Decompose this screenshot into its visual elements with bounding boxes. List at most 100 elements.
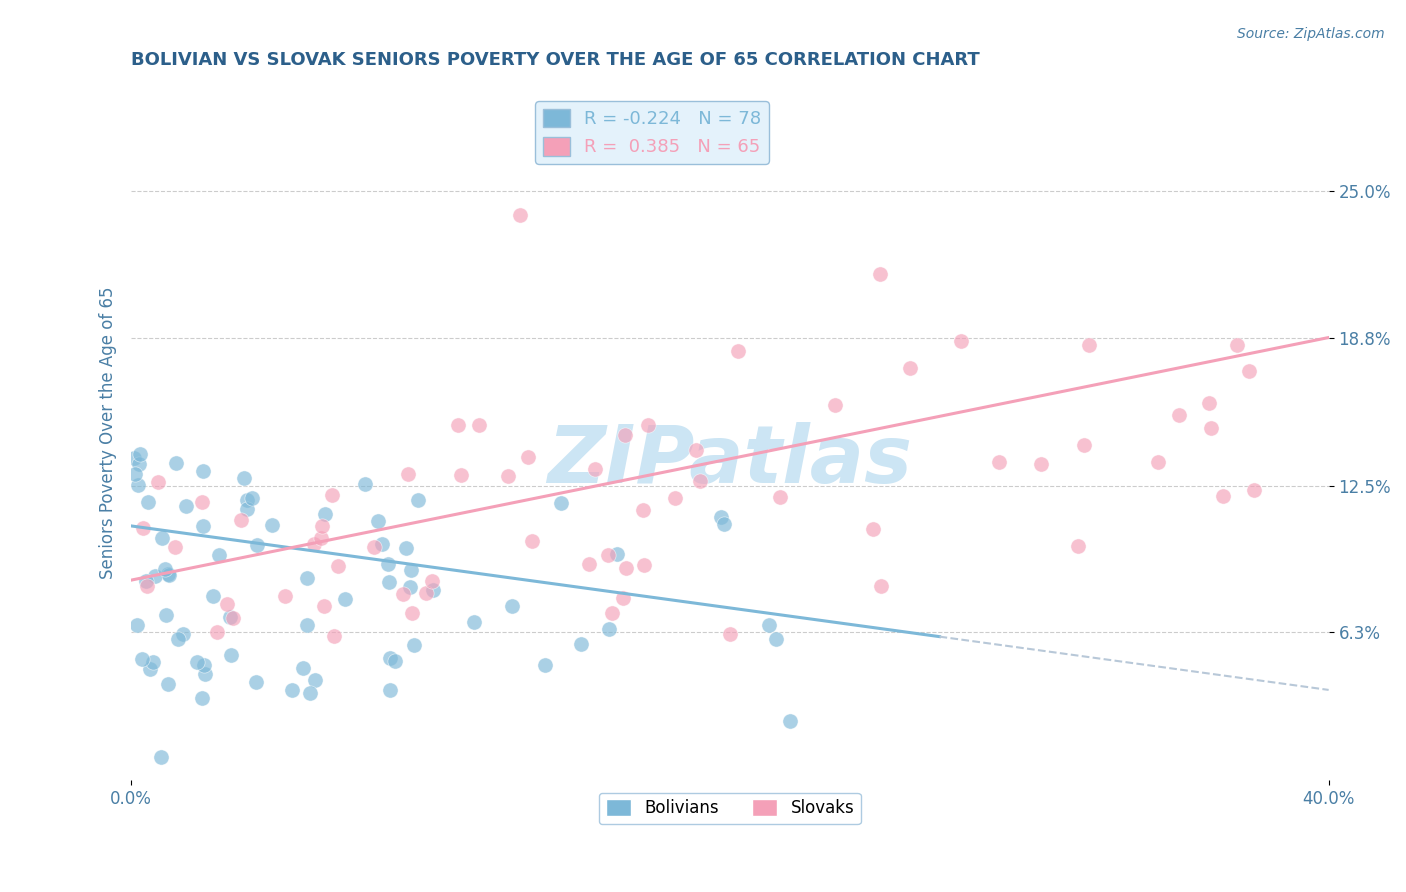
Point [326,559,349,574]
Point [292,661,315,675]
Point [193,519,215,533]
Point [463,615,485,630]
Point [139,662,162,676]
Point [367,514,389,528]
Point [363,540,385,554]
Point [273,590,295,604]
Point [1067,539,1090,553]
Point [262,517,284,532]
Point [304,673,326,687]
Point [299,686,322,700]
Point [125,618,148,632]
Text: BOLIVIAN VS SLOVAK SENIORS POVERTY OVER THE AGE OF 65 CORRELATION CHART: BOLIVIAN VS SLOVAK SENIORS POVERTY OVER … [131,51,980,69]
Point [193,666,215,681]
Point [612,591,634,605]
Point [870,578,893,592]
Point [496,468,519,483]
Point [520,534,543,549]
Point [406,493,429,508]
Point [155,607,177,622]
Point [135,574,157,589]
Point [132,521,155,535]
Point [1226,337,1249,351]
Point [598,623,620,637]
Point [323,629,346,643]
Point [637,418,659,433]
Point [779,714,801,729]
Point [447,418,470,433]
Point [509,208,531,222]
Point [420,574,443,589]
Point [208,548,231,562]
Point [128,457,150,471]
Point [1198,396,1220,410]
Point [281,682,304,697]
Point [614,561,637,575]
Point [450,467,472,482]
Point [245,674,267,689]
Point [219,648,242,662]
Legend: Bolivians, Slovaks: Bolivians, Slovaks [599,793,860,824]
Point [131,652,153,666]
Point [127,478,149,492]
Point [165,456,187,470]
Point [314,507,336,521]
Point [758,618,780,632]
Point [191,690,214,705]
Point [633,558,655,573]
Point [163,540,186,554]
Point [378,683,401,698]
Point [824,398,846,412]
Point [156,677,179,691]
Point [231,513,253,527]
Point [314,599,336,614]
Point [401,563,423,577]
Point [596,548,619,562]
Point [124,467,146,481]
Point [150,531,173,545]
Point [135,579,157,593]
Point [392,587,415,601]
Point [236,501,259,516]
Point [205,625,228,640]
Point [1237,364,1260,378]
Point [142,655,165,669]
Point [122,451,145,466]
Point [129,447,152,461]
Point [143,569,166,583]
Point [1168,409,1191,423]
Point [396,467,419,481]
Point [186,655,208,669]
Point [898,361,921,376]
Point [232,471,254,485]
Y-axis label: Seniors Poverty Over the Age of 65: Seniors Poverty Over the Age of 65 [100,286,117,579]
Point [219,610,242,624]
Point [172,627,194,641]
Point [517,450,540,465]
Point [1029,457,1052,471]
Point [614,428,637,442]
Point [727,344,749,359]
Point [1073,437,1095,451]
Point [718,627,741,641]
Point [148,475,170,489]
Point [710,510,733,524]
Point [166,632,188,647]
Point [222,610,245,624]
Point [769,490,792,504]
Point [685,443,707,458]
Point [157,568,180,582]
Point [202,589,225,603]
Point [1199,421,1222,435]
Point [297,571,319,585]
Text: ZIPatlas: ZIPatlas [547,422,912,500]
Point [869,267,891,281]
Point [1147,455,1170,469]
Point [193,658,215,673]
Point [600,607,623,621]
Point [583,462,606,476]
Point [191,495,214,509]
Point [633,503,655,517]
Point [468,417,491,432]
Point [236,493,259,508]
